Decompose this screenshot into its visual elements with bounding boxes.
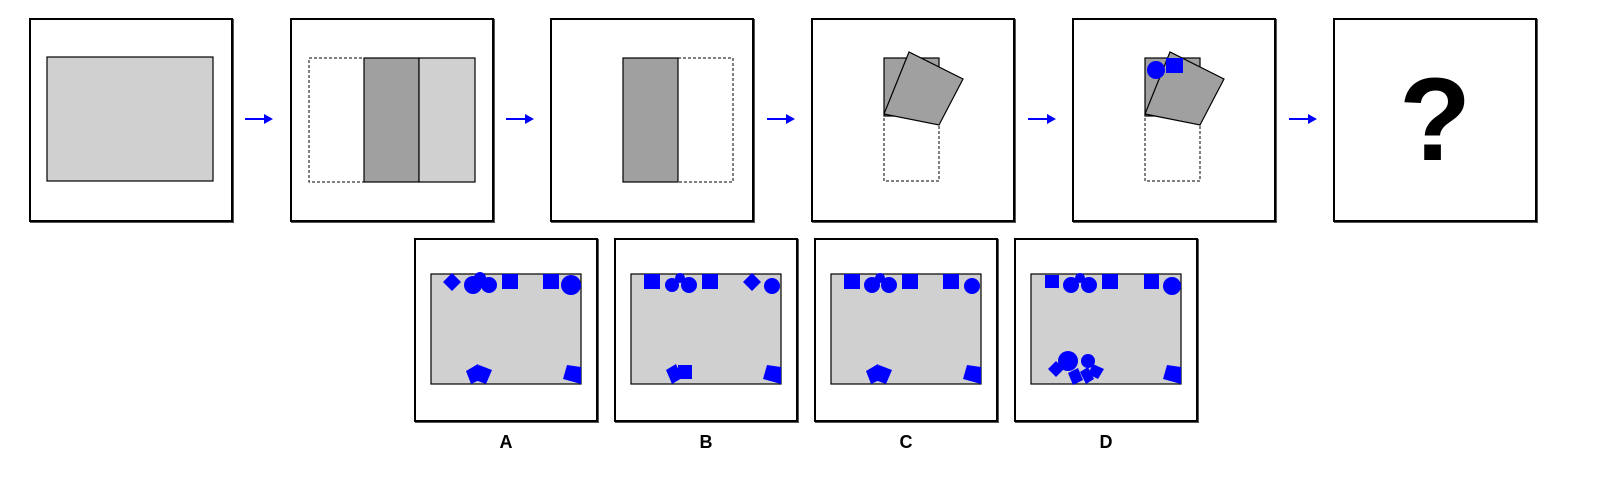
option-a-drawing [430, 272, 582, 385]
option-c-panel[interactable] [814, 238, 998, 422]
punch-circle [1163, 277, 1181, 295]
punch-circle [875, 273, 885, 283]
step-1-drawing [46, 56, 214, 182]
punch-circle [1147, 61, 1165, 79]
punch-circle [665, 278, 679, 292]
option-a-panel[interactable] [414, 238, 598, 422]
punch-square [844, 274, 860, 289]
paper-sheet [46, 56, 214, 182]
punch-rotated-square [1163, 365, 1181, 384]
option-c-drawing [830, 273, 982, 385]
punch-square [702, 274, 718, 289]
punch-circle [1075, 273, 1085, 283]
punch-square [943, 274, 959, 289]
previous-outline [883, 115, 940, 182]
step-4-drawing [883, 51, 964, 182]
step-2-drawing [308, 57, 476, 183]
remaining-paper [418, 57, 476, 183]
option-d-panel[interactable] [1014, 238, 1198, 422]
arrow-5 [1288, 112, 1318, 126]
folded-strip [622, 57, 679, 183]
punch-rotated-square [475, 365, 492, 384]
punch-circle [1063, 277, 1079, 293]
unfolded-paper [830, 273, 982, 385]
punch-square [502, 274, 518, 289]
punch-rotated-square [1068, 368, 1083, 385]
punch-diamond [443, 273, 461, 291]
option-b-label: B [699, 432, 713, 452]
option-b-panel[interactable] [614, 238, 798, 422]
punch-rotated-square [963, 365, 981, 384]
step-5-drawing [1144, 51, 1225, 182]
punch-circle [474, 272, 486, 284]
arrow-1 [244, 112, 274, 126]
punch-circle [1081, 277, 1097, 293]
question-panel: ? [1333, 18, 1537, 222]
punch-circle [681, 277, 697, 293]
previous-outline [1144, 115, 1201, 182]
rotated-flap [883, 51, 964, 126]
punch-circle [675, 273, 685, 283]
punch-circle [561, 275, 581, 295]
unfolded-paper [630, 273, 782, 385]
arrow-4 [1027, 112, 1057, 126]
punch-rotated-square [563, 365, 581, 384]
punch-square [644, 274, 660, 289]
punch-rotated-square [1080, 367, 1094, 384]
previous-outline [677, 57, 734, 183]
option-a-label: A [499, 432, 513, 452]
unfolded-paper [430, 273, 582, 385]
step-2-panel [290, 18, 494, 222]
punch-square [1102, 274, 1118, 289]
step-3-drawing [622, 57, 734, 183]
punch-circle [1081, 354, 1095, 368]
punch-square [543, 274, 559, 289]
option-c-label: C [899, 432, 913, 452]
arrow-3 [766, 112, 796, 126]
question-drawing: ? [1399, 54, 1471, 186]
folded-strip [363, 57, 420, 183]
punch-square [1166, 58, 1183, 73]
punch-square [902, 274, 918, 289]
punch-rotated-square [1088, 364, 1104, 379]
punch-circle [764, 278, 780, 294]
step-3-panel [550, 18, 754, 222]
option-d-label: D [1099, 432, 1113, 452]
arrow-2 [505, 112, 535, 126]
step-1-panel [29, 18, 233, 222]
step-5-panel [1072, 18, 1276, 222]
punch-square [678, 365, 692, 379]
punch-square [1045, 275, 1059, 288]
punch-circle [1058, 351, 1078, 371]
step-4-panel [811, 18, 1015, 222]
punch-circle [881, 277, 897, 293]
option-d-drawing [1030, 273, 1182, 385]
question-mark: ? [1399, 54, 1471, 186]
punch-rotated-square [763, 365, 781, 384]
punch-circle [964, 278, 980, 294]
punch-diamond [743, 273, 761, 291]
punch-square [1144, 274, 1159, 289]
punch-rotated-square [875, 365, 892, 384]
option-b-drawing [630, 273, 782, 385]
